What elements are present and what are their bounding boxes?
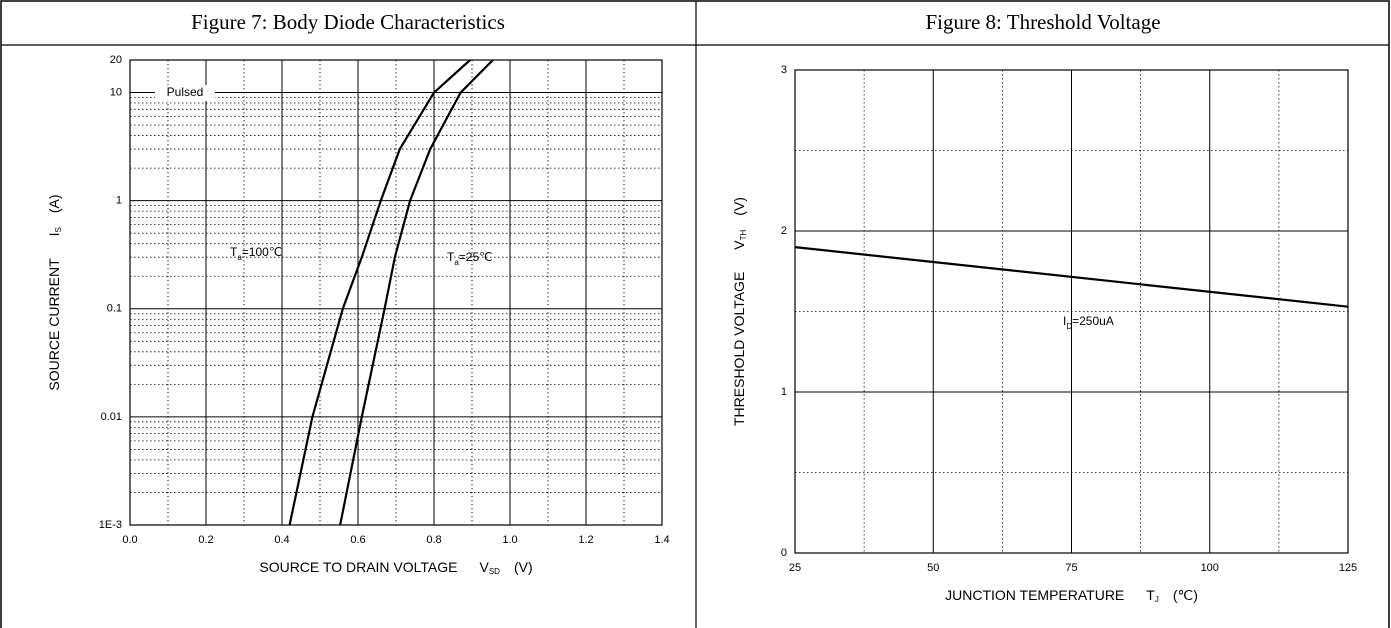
y-tick-label: 0 xyxy=(781,547,787,559)
curve-label: ID=250uA xyxy=(1063,314,1114,331)
y-axis-label-unit: (A) xyxy=(46,194,62,213)
x-axis-label-unit: (℃) xyxy=(1173,587,1198,603)
curve-label: Ta=25℃ xyxy=(447,250,493,267)
x-tick-label: 0.4 xyxy=(274,534,289,546)
x-tick-label: 1.2 xyxy=(578,534,593,546)
x-tick-label: 1.0 xyxy=(502,534,517,546)
y-axis-label-sub: TH xyxy=(739,229,748,240)
annotation: Pulsed xyxy=(167,85,204,99)
y-axis-label-main: THRESHOLD VOLTAGE xyxy=(731,272,747,426)
y-axis-label-main: SOURCE CURRENT xyxy=(46,258,62,391)
y-tick-label: 10 xyxy=(110,86,122,98)
x-tick-label: 0.2 xyxy=(198,534,213,546)
curve-label-rest: =25℃ xyxy=(459,250,493,264)
x-axis-label-sub: SD xyxy=(489,567,500,576)
x-tick-label: 0.6 xyxy=(350,534,365,546)
x-tick-label: 75 xyxy=(1065,562,1077,574)
curve-label: Ta=100℃ xyxy=(230,245,282,262)
figure-title: Figure 7: Body Diode Characteristics xyxy=(191,10,505,34)
x-tick-label: 0.8 xyxy=(426,534,441,546)
y-tick-label: 20 xyxy=(110,54,122,66)
x-axis-label-main: JUNCTION TEMPERATURE xyxy=(945,587,1124,603)
curve xyxy=(290,60,471,525)
y-axis-label-unit: (V) xyxy=(731,197,747,216)
page: Figure 7: Body Diode Characteristics Fig… xyxy=(0,0,1391,628)
y-axis-label-sub: S xyxy=(54,227,63,232)
y-tick-label: 2 xyxy=(781,225,787,237)
x-axis-label-sub: J xyxy=(1155,595,1159,604)
x-axis-label-unit: (V) xyxy=(514,559,533,575)
figure-title: Figure 8: Threshold Voltage xyxy=(925,10,1160,34)
y-tick-label: 3 xyxy=(781,64,787,76)
curve xyxy=(340,60,493,525)
y-tick-label: 0.1 xyxy=(107,303,122,315)
x-tick-label: 0.0 xyxy=(122,534,137,546)
y-axis-label: SOURCE CURRENTIS(A) xyxy=(46,194,63,390)
y-tick-label: 0.01 xyxy=(101,411,122,423)
x-axis-label-main: SOURCE TO DRAIN VOLTAGE xyxy=(259,559,457,575)
y-tick-label: 1E-3 xyxy=(99,519,122,531)
x-tick-label: 100 xyxy=(1201,562,1219,574)
y-tick-label: 1 xyxy=(116,195,122,207)
x-tick-label: 25 xyxy=(789,562,801,574)
curve-label-rest: =250uA xyxy=(1072,314,1114,328)
y-axis-label: THRESHOLD VOLTAGEVTH(V) xyxy=(731,197,748,426)
y-tick-label: 1 xyxy=(781,386,787,398)
x-tick-label: 1.4 xyxy=(654,534,669,546)
x-tick-label: 50 xyxy=(927,562,939,574)
curve-label-rest: =100℃ xyxy=(242,245,283,259)
x-tick-label: 125 xyxy=(1339,562,1357,574)
